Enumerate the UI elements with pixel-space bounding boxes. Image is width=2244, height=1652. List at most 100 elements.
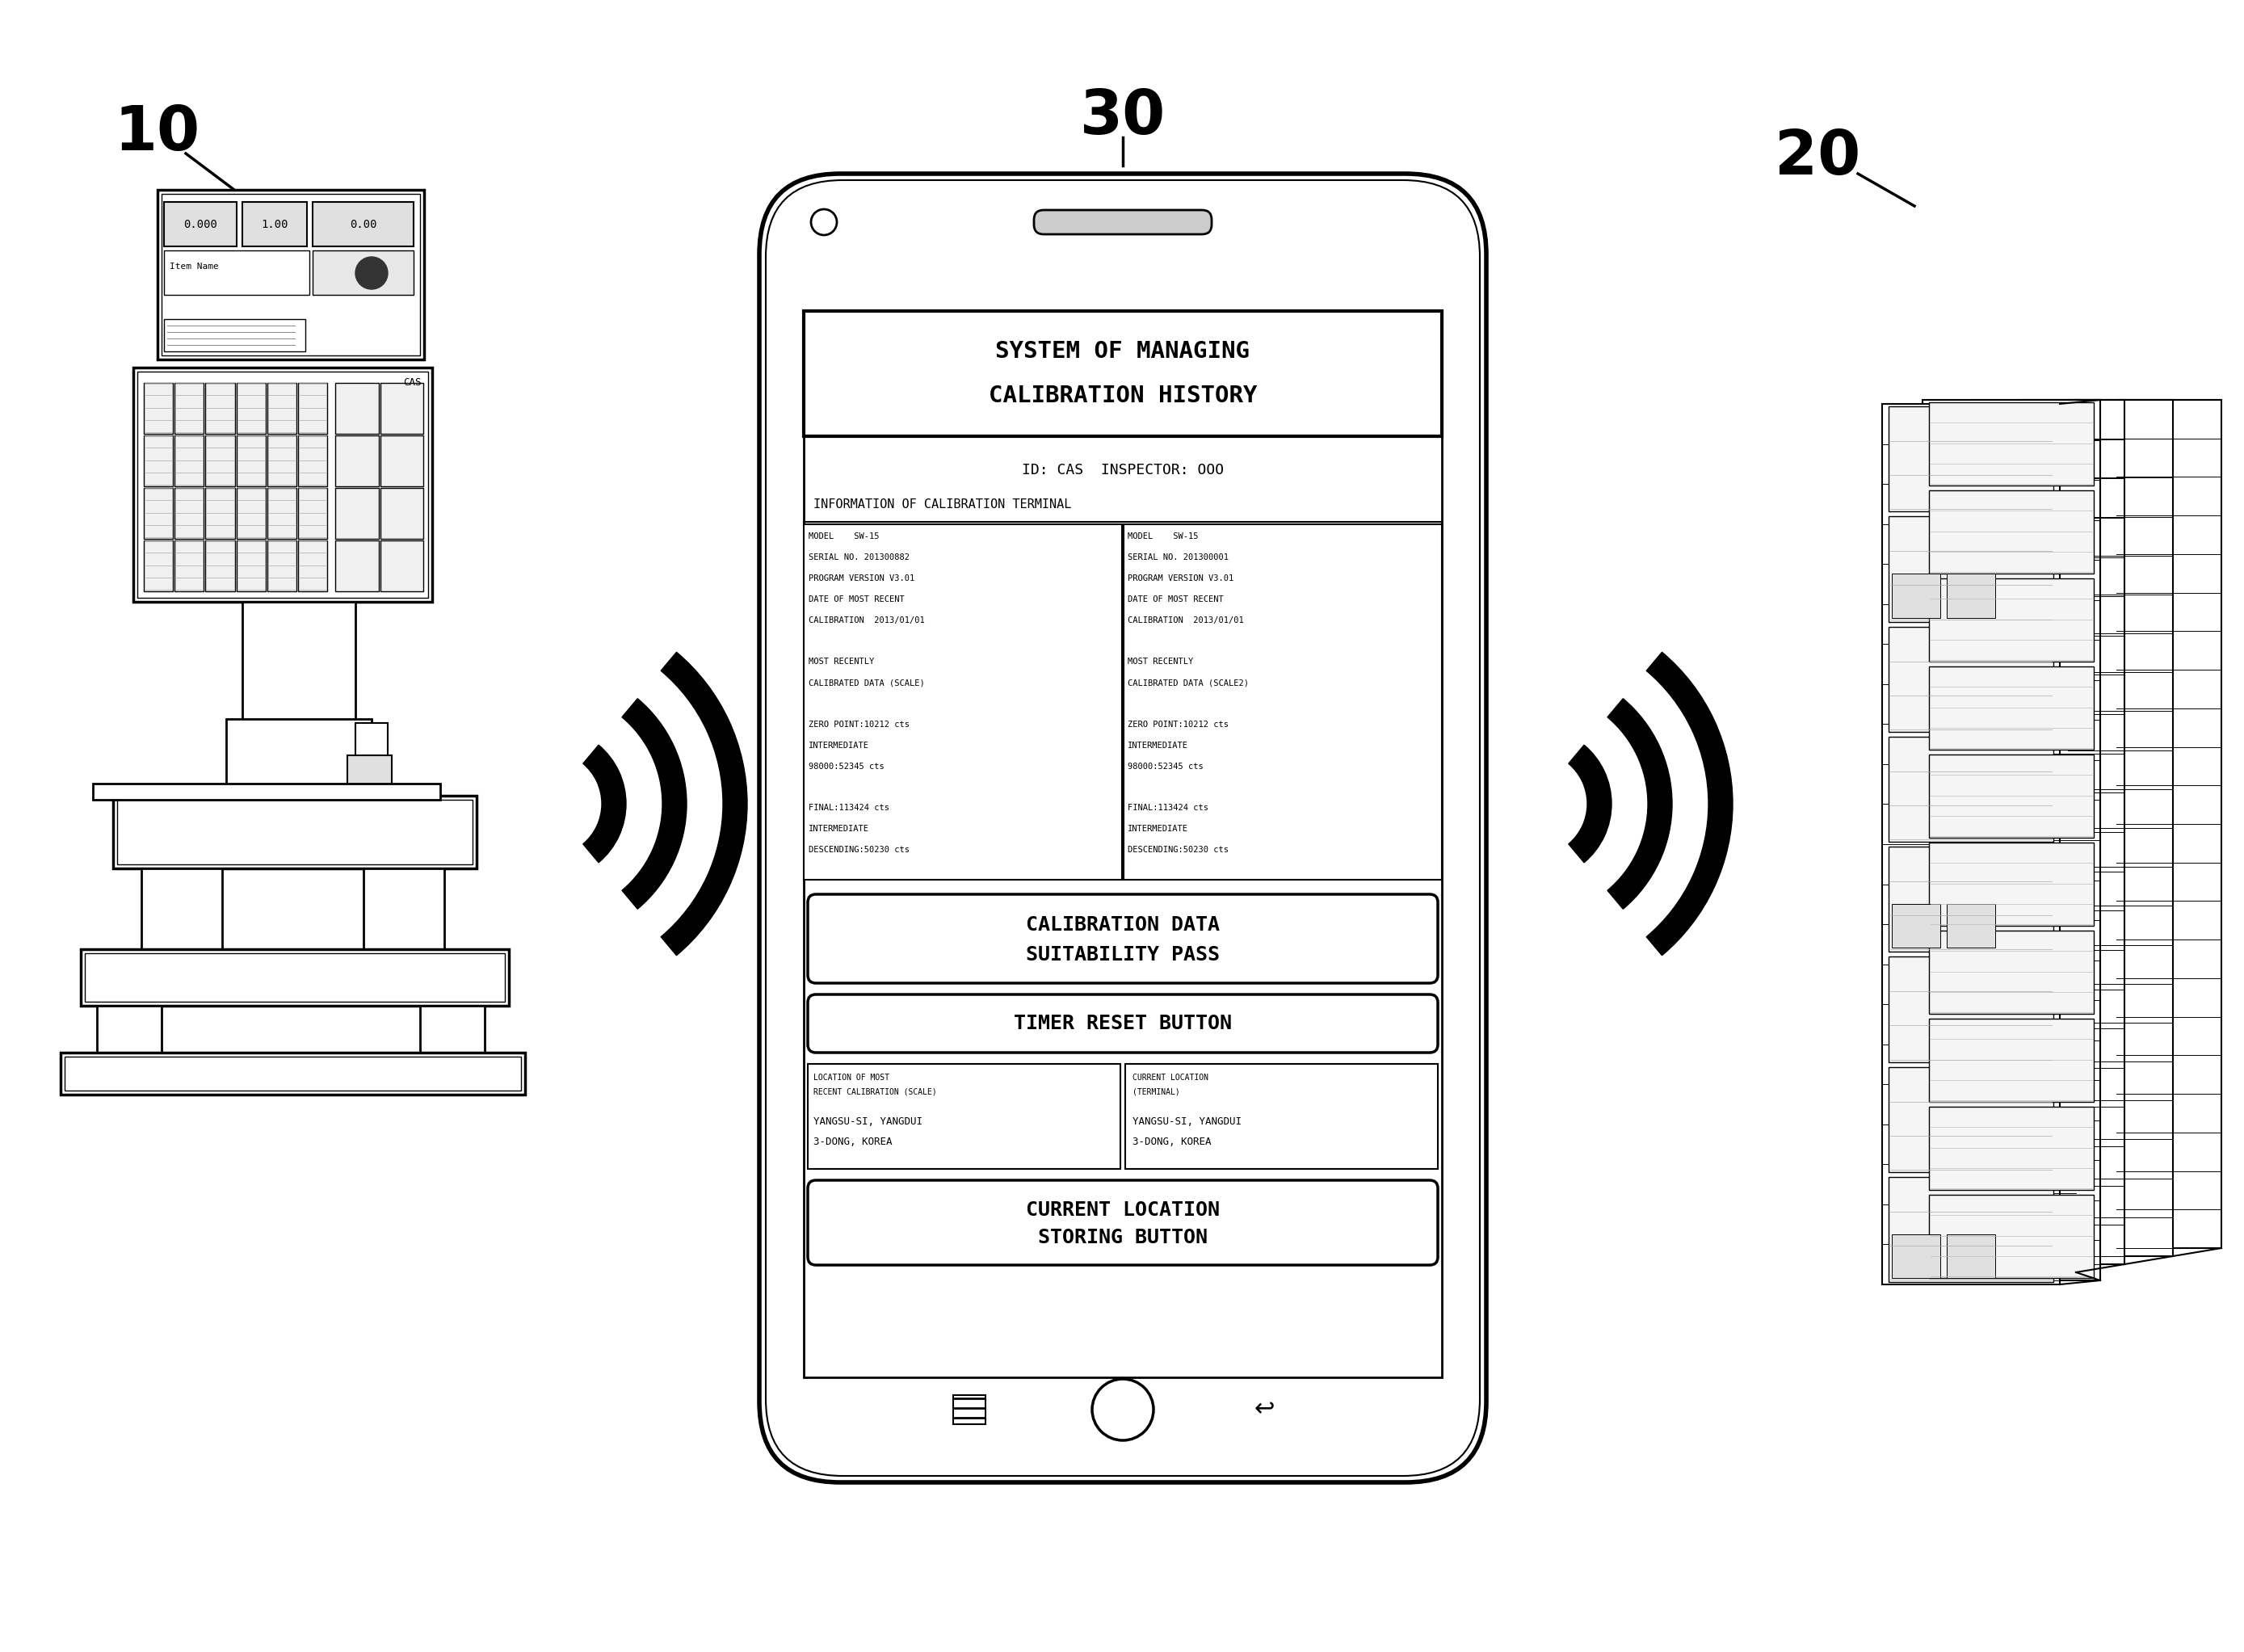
Text: FINAL:113424 cts: FINAL:113424 cts bbox=[808, 805, 889, 813]
Bar bbox=[206, 383, 236, 434]
Circle shape bbox=[810, 210, 837, 235]
Bar bbox=[267, 383, 296, 434]
Bar bbox=[81, 950, 509, 1006]
Bar bbox=[242, 601, 355, 724]
Bar bbox=[1892, 904, 1941, 948]
Bar bbox=[2069, 400, 2172, 1256]
Text: 1.00: 1.00 bbox=[260, 220, 287, 230]
Bar bbox=[92, 783, 440, 800]
Bar bbox=[1889, 1176, 2053, 1282]
Text: Item Name: Item Name bbox=[171, 263, 218, 271]
Text: INTERMEDIATE: INTERMEDIATE bbox=[808, 742, 868, 750]
Bar bbox=[298, 383, 328, 434]
Text: INTERMEDIATE: INTERMEDIATE bbox=[808, 824, 868, 833]
Bar bbox=[337, 436, 379, 486]
Bar bbox=[267, 487, 296, 539]
Bar bbox=[1930, 930, 2094, 1014]
Text: PROGRAM VERSION V3.01: PROGRAM VERSION V3.01 bbox=[808, 575, 916, 582]
Bar bbox=[117, 800, 473, 864]
Bar bbox=[85, 953, 505, 1001]
Bar bbox=[1930, 843, 2094, 925]
Text: (TERMINAL): (TERMINAL) bbox=[1133, 1089, 1180, 1097]
Bar bbox=[1883, 403, 2060, 1285]
Text: 0.00: 0.00 bbox=[350, 220, 377, 230]
Text: INTERMEDIATE: INTERMEDIATE bbox=[1129, 742, 1189, 750]
Bar bbox=[337, 383, 379, 434]
Bar bbox=[1889, 406, 2053, 512]
Bar bbox=[65, 1057, 521, 1090]
Bar bbox=[2020, 400, 2125, 1264]
Bar bbox=[1930, 491, 2094, 573]
Text: CAS: CAS bbox=[404, 377, 422, 387]
Text: LOCATION OF MOST: LOCATION OF MOST bbox=[812, 1074, 889, 1082]
Text: MOST RECENTLY: MOST RECENTLY bbox=[808, 657, 875, 666]
Bar bbox=[2116, 400, 2222, 1249]
Bar bbox=[157, 190, 424, 360]
Bar bbox=[1930, 1194, 2094, 1279]
Bar bbox=[379, 540, 424, 591]
Bar bbox=[242, 202, 307, 246]
Text: RECENT CALIBRATION (SCALE): RECENT CALIBRATION (SCALE) bbox=[812, 1089, 936, 1097]
Wedge shape bbox=[1569, 745, 1611, 862]
Bar bbox=[132, 367, 433, 601]
Text: PROGRAM VERSION V3.01: PROGRAM VERSION V3.01 bbox=[1129, 575, 1234, 582]
Bar bbox=[236, 540, 265, 591]
Bar bbox=[144, 540, 173, 591]
Text: MOST RECENTLY: MOST RECENTLY bbox=[1129, 657, 1194, 666]
Text: 98000:52345 cts: 98000:52345 cts bbox=[1129, 762, 1203, 770]
Bar bbox=[1889, 846, 2053, 952]
Bar bbox=[206, 540, 236, 591]
Text: 10: 10 bbox=[114, 104, 200, 164]
Bar bbox=[1930, 578, 2094, 661]
FancyBboxPatch shape bbox=[758, 173, 1486, 1482]
FancyBboxPatch shape bbox=[1100, 1394, 1144, 1426]
Bar bbox=[379, 436, 424, 486]
Bar bbox=[1930, 403, 2094, 486]
Bar bbox=[1948, 573, 1995, 618]
Bar bbox=[164, 251, 310, 294]
Text: 3-DONG, KOREA: 3-DONG, KOREA bbox=[1133, 1137, 1212, 1146]
Text: CURRENT LOCATION: CURRENT LOCATION bbox=[1133, 1074, 1210, 1082]
Bar bbox=[1889, 737, 2053, 843]
Bar bbox=[206, 487, 236, 539]
Text: DATE OF MOST RECENT: DATE OF MOST RECENT bbox=[808, 595, 904, 603]
Bar bbox=[164, 202, 236, 246]
Bar bbox=[144, 436, 173, 486]
Bar bbox=[227, 719, 373, 796]
Bar bbox=[803, 311, 1443, 1378]
Bar bbox=[337, 487, 379, 539]
Text: DESCENDING:50230 cts: DESCENDING:50230 cts bbox=[1129, 846, 1230, 854]
Bar bbox=[1930, 666, 2094, 750]
Text: YANGSU-SI, YANGDUI: YANGSU-SI, YANGDUI bbox=[1133, 1117, 1241, 1127]
Bar bbox=[312, 251, 413, 294]
Text: TIMER RESET BUTTON: TIMER RESET BUTTON bbox=[1014, 1014, 1232, 1032]
Bar bbox=[96, 1006, 162, 1054]
Text: STORING BUTTON: STORING BUTTON bbox=[1039, 1227, 1207, 1247]
Bar bbox=[379, 383, 424, 434]
Text: CALIBRATION DATA: CALIBRATION DATA bbox=[1026, 915, 1221, 935]
Text: SERIAL NO. 201300882: SERIAL NO. 201300882 bbox=[808, 553, 909, 562]
Bar bbox=[1930, 1107, 2094, 1189]
Text: 20: 20 bbox=[1775, 127, 1860, 187]
Bar bbox=[1948, 904, 1995, 948]
Bar bbox=[1930, 1019, 2094, 1102]
Bar bbox=[1124, 524, 1443, 881]
Bar bbox=[803, 524, 1122, 881]
Text: 3-DONG, KOREA: 3-DONG, KOREA bbox=[812, 1137, 893, 1146]
Bar bbox=[954, 1394, 985, 1424]
Bar bbox=[236, 383, 265, 434]
Text: MODEL    SW-15: MODEL SW-15 bbox=[1129, 532, 1198, 540]
Text: SERIAL NO. 201300001: SERIAL NO. 201300001 bbox=[1129, 553, 1230, 562]
Circle shape bbox=[355, 258, 388, 289]
Text: CALIBRATED DATA (SCALE): CALIBRATED DATA (SCALE) bbox=[808, 679, 925, 687]
Bar bbox=[420, 1006, 485, 1054]
Bar bbox=[164, 319, 305, 352]
Text: CALIBRATION  2013/01/01: CALIBRATION 2013/01/01 bbox=[808, 616, 925, 624]
Text: 30: 30 bbox=[1079, 88, 1165, 147]
Bar bbox=[175, 487, 204, 539]
Bar bbox=[1889, 1067, 2053, 1171]
Text: ZERO POINT:10212 cts: ZERO POINT:10212 cts bbox=[808, 720, 909, 729]
Bar bbox=[137, 372, 429, 598]
Bar bbox=[298, 436, 328, 486]
Bar bbox=[206, 436, 236, 486]
